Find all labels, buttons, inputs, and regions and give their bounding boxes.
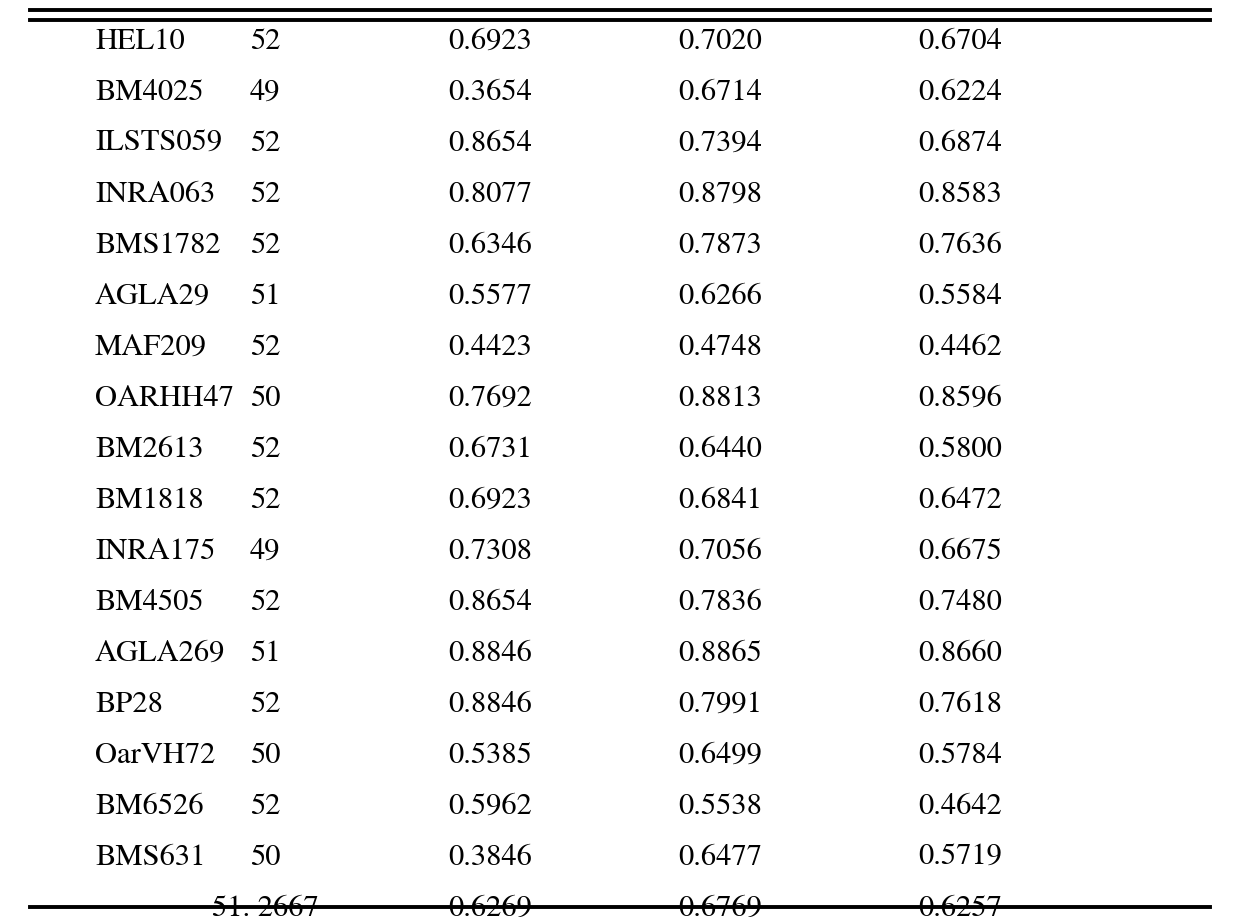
Text: 0.5784: 0.5784 bbox=[918, 742, 1002, 770]
Text: 0.5962: 0.5962 bbox=[448, 793, 532, 821]
Text: 平均: 平均 bbox=[95, 895, 110, 917]
Text: 0.7056: 0.7056 bbox=[678, 538, 761, 566]
Text: 0.8583: 0.8583 bbox=[918, 182, 1002, 209]
Text: 52: 52 bbox=[249, 130, 280, 158]
Text: 0.7020: 0.7020 bbox=[678, 28, 761, 56]
Text: 51: 51 bbox=[249, 283, 280, 311]
Text: 0.7692: 0.7692 bbox=[448, 385, 532, 413]
Text: 0.8846: 0.8846 bbox=[448, 640, 532, 668]
Text: 51: 51 bbox=[249, 640, 280, 668]
Text: 52: 52 bbox=[249, 28, 280, 56]
Text: INRA175: INRA175 bbox=[95, 538, 216, 566]
Text: BP28: BP28 bbox=[95, 691, 162, 719]
Text: BMS631: BMS631 bbox=[95, 845, 206, 872]
Text: 0.7480: 0.7480 bbox=[918, 589, 1002, 617]
Text: 0.3846: 0.3846 bbox=[448, 845, 532, 872]
Text: 0.6923: 0.6923 bbox=[448, 487, 532, 514]
Text: 0.4462: 0.4462 bbox=[918, 334, 1002, 362]
Text: OarVH72: OarVH72 bbox=[95, 742, 216, 770]
Text: 0.8798: 0.8798 bbox=[678, 182, 761, 209]
Text: 0.7636: 0.7636 bbox=[918, 232, 1002, 260]
Text: 0.8654: 0.8654 bbox=[448, 130, 532, 158]
Text: 0.6675: 0.6675 bbox=[918, 538, 1002, 566]
Text: 0.8596: 0.8596 bbox=[918, 385, 1002, 413]
Text: 0.6769: 0.6769 bbox=[678, 895, 761, 917]
Text: 0.5584: 0.5584 bbox=[918, 283, 1002, 311]
Text: 0.8865: 0.8865 bbox=[678, 640, 761, 668]
Text: 0.6499: 0.6499 bbox=[678, 742, 761, 770]
Text: BM2613: BM2613 bbox=[95, 436, 203, 464]
Text: BM4505: BM4505 bbox=[95, 589, 203, 617]
Text: 52: 52 bbox=[249, 182, 280, 209]
Text: OARHH47: OARHH47 bbox=[95, 385, 234, 413]
Text: 0.7836: 0.7836 bbox=[678, 589, 761, 617]
Text: 0.6224: 0.6224 bbox=[918, 79, 1002, 107]
Text: AGLA29: AGLA29 bbox=[95, 283, 210, 311]
Text: 0.6440: 0.6440 bbox=[678, 436, 761, 464]
Text: BMS1782: BMS1782 bbox=[95, 232, 221, 260]
Text: INRA063: INRA063 bbox=[95, 182, 216, 209]
Text: 0.8654: 0.8654 bbox=[448, 589, 532, 617]
Text: 52: 52 bbox=[249, 691, 280, 719]
Text: 0.5538: 0.5538 bbox=[678, 793, 761, 821]
Text: 0.5577: 0.5577 bbox=[448, 283, 532, 311]
Text: 0.6269: 0.6269 bbox=[448, 895, 532, 917]
Text: 52: 52 bbox=[249, 793, 280, 821]
Text: 0.6714: 0.6714 bbox=[678, 79, 761, 107]
Text: 0.6472: 0.6472 bbox=[918, 487, 1002, 514]
Text: 0.8846: 0.8846 bbox=[448, 691, 532, 719]
Text: 0.6923: 0.6923 bbox=[448, 28, 532, 56]
Text: 0.6731: 0.6731 bbox=[448, 436, 532, 464]
Text: 52: 52 bbox=[249, 436, 280, 464]
Text: 0.6477: 0.6477 bbox=[678, 845, 761, 872]
Text: 52: 52 bbox=[249, 589, 280, 617]
Text: 50: 50 bbox=[249, 845, 280, 872]
Text: 0.5719: 0.5719 bbox=[918, 845, 1002, 872]
Text: BM1818: BM1818 bbox=[95, 487, 203, 514]
Text: MAF209: MAF209 bbox=[95, 334, 207, 362]
Text: 0.6257: 0.6257 bbox=[918, 895, 1002, 917]
Text: HEL10: HEL10 bbox=[95, 28, 185, 56]
Text: 0.7308: 0.7308 bbox=[448, 538, 532, 566]
Text: 51. 2667: 51. 2667 bbox=[212, 895, 319, 917]
Text: 0.3654: 0.3654 bbox=[448, 79, 532, 107]
Text: AGLA269: AGLA269 bbox=[95, 640, 226, 668]
Text: 0.6266: 0.6266 bbox=[678, 283, 761, 311]
Text: 0.8660: 0.8660 bbox=[918, 640, 1002, 668]
Text: 0.6874: 0.6874 bbox=[918, 130, 1002, 158]
Text: 0.4748: 0.4748 bbox=[678, 334, 761, 362]
Text: 0.5800: 0.5800 bbox=[918, 436, 1002, 464]
Text: 49: 49 bbox=[249, 79, 280, 107]
Text: 0.5385: 0.5385 bbox=[448, 742, 532, 770]
Text: BM6526: BM6526 bbox=[95, 793, 203, 821]
Text: 0.4423: 0.4423 bbox=[448, 334, 532, 362]
Text: 0.7991: 0.7991 bbox=[678, 691, 761, 719]
Text: 0.7618: 0.7618 bbox=[918, 691, 1002, 719]
Text: 52: 52 bbox=[249, 487, 280, 514]
Text: 49: 49 bbox=[249, 538, 280, 566]
Text: 0.6704: 0.6704 bbox=[918, 28, 1002, 56]
Text: ILSTS059: ILSTS059 bbox=[95, 130, 222, 158]
Text: 0.7873: 0.7873 bbox=[678, 232, 761, 260]
Text: 52: 52 bbox=[249, 334, 280, 362]
Text: 0.8077: 0.8077 bbox=[448, 182, 532, 209]
Text: 0.8813: 0.8813 bbox=[678, 385, 761, 413]
Text: 50: 50 bbox=[249, 742, 280, 770]
Text: 0.4642: 0.4642 bbox=[918, 793, 1002, 821]
Text: 0.7394: 0.7394 bbox=[678, 130, 761, 158]
Text: BM4025: BM4025 bbox=[95, 79, 203, 107]
Text: 50: 50 bbox=[249, 385, 280, 413]
Text: 0.6346: 0.6346 bbox=[448, 232, 532, 260]
Text: 52: 52 bbox=[249, 232, 280, 260]
Text: 0.6841: 0.6841 bbox=[678, 487, 761, 514]
